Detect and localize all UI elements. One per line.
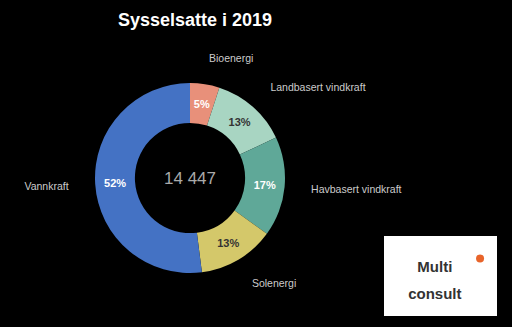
logo-text: Multi (417, 258, 452, 275)
title: Sysselsatte i 2019 (118, 10, 272, 30)
logo: Multi consult (384, 236, 497, 316)
data-label: 13% (229, 116, 251, 128)
category-label: Landbasert vindkraft (270, 81, 365, 93)
logo-background (384, 236, 497, 316)
labels: 5% Bioenergi 13% Landbasert vindkraft 17% Hav… (24, 52, 401, 289)
chart: Sysselsatte i 2019 5% Bioenergi 13% Landbase… (0, 0, 512, 327)
donut (95, 83, 285, 273)
category-label: Vannkraft (24, 180, 68, 192)
slice (197, 210, 267, 272)
logo-text: consult (408, 285, 461, 302)
data-label: 5% (194, 98, 210, 110)
data-label: 52% (104, 177, 126, 189)
logo-dot (476, 254, 484, 262)
data-label: 13% (217, 237, 239, 249)
center-text: 14 447 (164, 169, 216, 188)
background (0, 0, 512, 327)
data-label: 17% (254, 179, 276, 191)
category-label: Havbasert vindkraft (311, 183, 402, 195)
category-label: Bioenergi (209, 52, 253, 64)
category-label: Solenergi (252, 277, 296, 289)
